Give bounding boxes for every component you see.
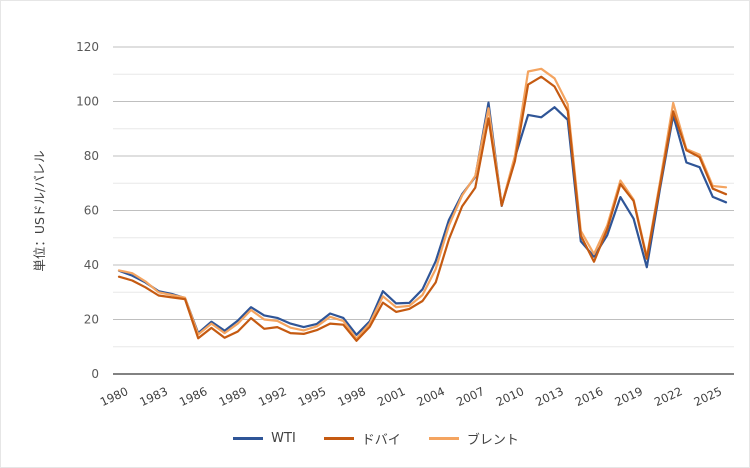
legend-swatch-wti [233, 437, 264, 440]
x-tick-label: 1983 [137, 384, 169, 409]
x-tick-label: 1986 [177, 384, 209, 409]
legend-swatch-dubai [323, 437, 354, 440]
line-chart: 0 20 40 60 80 100 120 1980 1983 1986 1989 1992 1995… [32, 40, 734, 409]
legend-item-brent[interactable]: ブレント [428, 429, 519, 448]
x-tick-label: 2007 [454, 384, 486, 409]
series-lines [117, 67, 728, 342]
x-tick-label: 1989 [217, 384, 249, 409]
series-line-brent [117, 67, 728, 340]
y-tick-label: 60 [84, 204, 99, 218]
legend-item-dubai[interactable]: ドバイ [323, 429, 401, 448]
x-tick-label: 1980 [98, 384, 130, 409]
x-tick-label: 2016 [573, 384, 605, 409]
legend-item-wti[interactable]: WTI [233, 429, 296, 448]
legend-label-dubai: ドバイ [361, 433, 401, 448]
legend: WTI ドバイ ブレント [1, 429, 750, 448]
y-axis-ticks: 0 20 40 60 80 100 120 [76, 40, 99, 381]
x-tick-label: 2025 [692, 384, 724, 409]
x-tick-label: 2001 [375, 384, 407, 409]
x-axis-ticks: 1980 1983 1986 1989 1992 1995 1998 2001 2004 2007… [98, 384, 724, 409]
gridlines [113, 46, 734, 348]
legend-label-wti: WTI [271, 431, 296, 446]
y-tick-label: 80 [84, 149, 99, 163]
x-tick-label: 1995 [296, 384, 328, 409]
y-tick-label: 120 [76, 40, 99, 54]
y-axis-label: 単位：USドル/バレル [32, 150, 47, 271]
legend-swatch-brent [428, 437, 459, 440]
y-tick-label: 100 [76, 95, 99, 109]
series-line-wti [117, 101, 728, 336]
series-line-dubai [117, 75, 728, 342]
x-tick-label: 2013 [533, 384, 565, 409]
y-tick-label: 20 [84, 313, 99, 327]
x-tick-label: 2019 [612, 384, 644, 409]
x-tick-label: 2022 [652, 384, 684, 409]
legend-label-brent: ブレント [466, 433, 519, 448]
x-tick-label: 1998 [335, 384, 367, 409]
x-tick-label: 1992 [256, 384, 288, 409]
y-tick-label: 40 [84, 258, 99, 272]
y-tick-label: 0 [91, 367, 99, 381]
x-tick-label: 2004 [415, 384, 447, 409]
x-tick-label: 2010 [494, 384, 526, 409]
